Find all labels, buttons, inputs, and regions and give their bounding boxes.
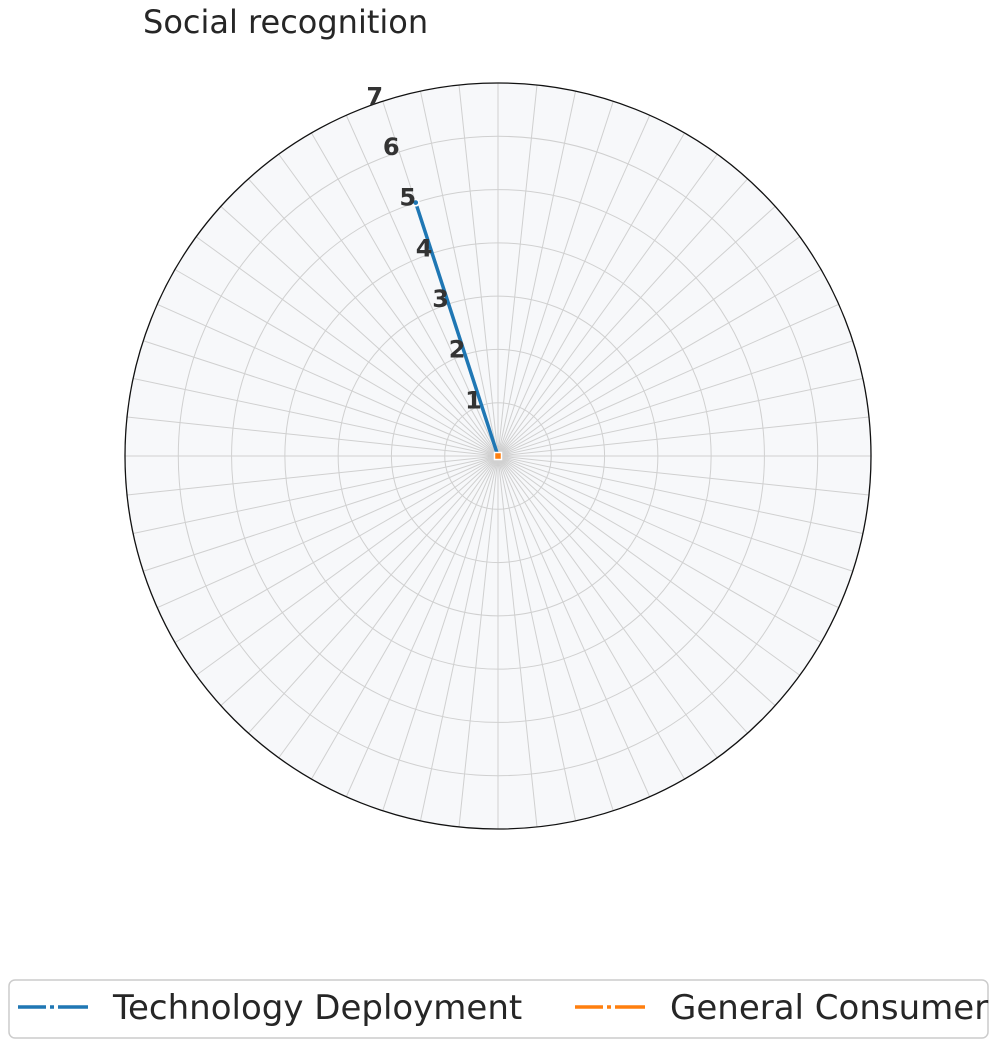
grid-spoke	[497, 84, 538, 457]
tick-label: 2	[449, 336, 466, 364]
grid-spoke	[497, 377, 863, 457]
grid-spoke	[497, 303, 839, 457]
grid-spoke	[195, 455, 499, 676]
grid-spoke	[497, 455, 651, 797]
grid-spoke	[497, 206, 776, 457]
grid-spoke	[345, 455, 499, 797]
radial-tick-labels: 1 23 45 67	[366, 82, 482, 414]
series-point	[411, 198, 420, 207]
grid-spoke	[311, 132, 499, 457]
grid-spoke	[157, 303, 499, 457]
grid-spoke	[497, 455, 685, 780]
grid-spoke	[497, 236, 801, 457]
tick-label: 7	[366, 82, 383, 110]
series-point	[493, 451, 503, 461]
tick-label: 3	[432, 285, 449, 313]
grid-spoke	[497, 153, 718, 457]
chart-title: Social recognition	[143, 3, 428, 41]
grid-spoke	[311, 455, 499, 780]
grid-spoke	[126, 455, 499, 496]
legend-frame	[8, 979, 989, 1039]
grid-spoke	[143, 340, 499, 457]
grid-spoke	[497, 455, 614, 811]
grid-spoke	[497, 101, 614, 457]
legend-label: Technology Deployment	[112, 988, 522, 1028]
grid-spoke	[497, 455, 863, 535]
series-line	[414, 202, 500, 457]
grid-spoke	[497, 269, 822, 457]
tick-label: 1	[465, 386, 482, 414]
grid-spoke	[278, 455, 499, 759]
grid-spoke	[497, 455, 577, 821]
grid-spoke	[174, 455, 499, 643]
grid-spoke	[143, 455, 499, 572]
grid-spoke	[497, 132, 685, 457]
tick-label: 6	[383, 133, 400, 161]
grid-spoke	[497, 178, 748, 457]
tick-label: 4	[416, 234, 433, 262]
grid-spoke	[382, 455, 499, 811]
grid-spoke	[497, 115, 651, 457]
grid-spoke	[497, 455, 801, 676]
tick-label: 5	[399, 184, 416, 212]
grid-spoke	[497, 455, 538, 828]
grid-lines	[124, 82, 872, 830]
grid-spoke	[133, 377, 499, 457]
grid-spoke	[497, 416, 870, 457]
grid-spoke	[195, 236, 499, 457]
grid-spoke	[126, 416, 499, 457]
grid-spoke	[497, 455, 870, 496]
grid-spoke	[248, 178, 499, 457]
grid-spoke	[458, 84, 499, 457]
grid-spoke	[458, 455, 499, 828]
grid-spoke	[497, 91, 577, 457]
grid-spoke	[133, 455, 499, 535]
grid-spoke	[497, 455, 776, 706]
grid-spoke	[157, 455, 499, 609]
grid-spoke	[174, 269, 499, 457]
legend: Technology Deployment General Consumer	[8, 979, 989, 1039]
grid-spoke	[278, 153, 499, 457]
grid-spoke	[497, 455, 718, 759]
grid-spoke	[248, 455, 499, 734]
series-layer	[411, 198, 503, 461]
legend-label: General Consumer	[670, 988, 988, 1028]
grid-spoke	[220, 455, 499, 706]
grid-spoke	[419, 455, 499, 821]
plot-border	[124, 82, 872, 830]
grid-spoke	[497, 455, 839, 609]
grid-spoke	[497, 455, 822, 643]
grid-spoke	[220, 206, 499, 457]
grid-spoke	[497, 340, 853, 457]
grid-spoke	[419, 91, 499, 457]
grid-spoke	[497, 455, 748, 734]
grid-spoke	[497, 455, 853, 572]
grid-spoke	[345, 115, 499, 457]
